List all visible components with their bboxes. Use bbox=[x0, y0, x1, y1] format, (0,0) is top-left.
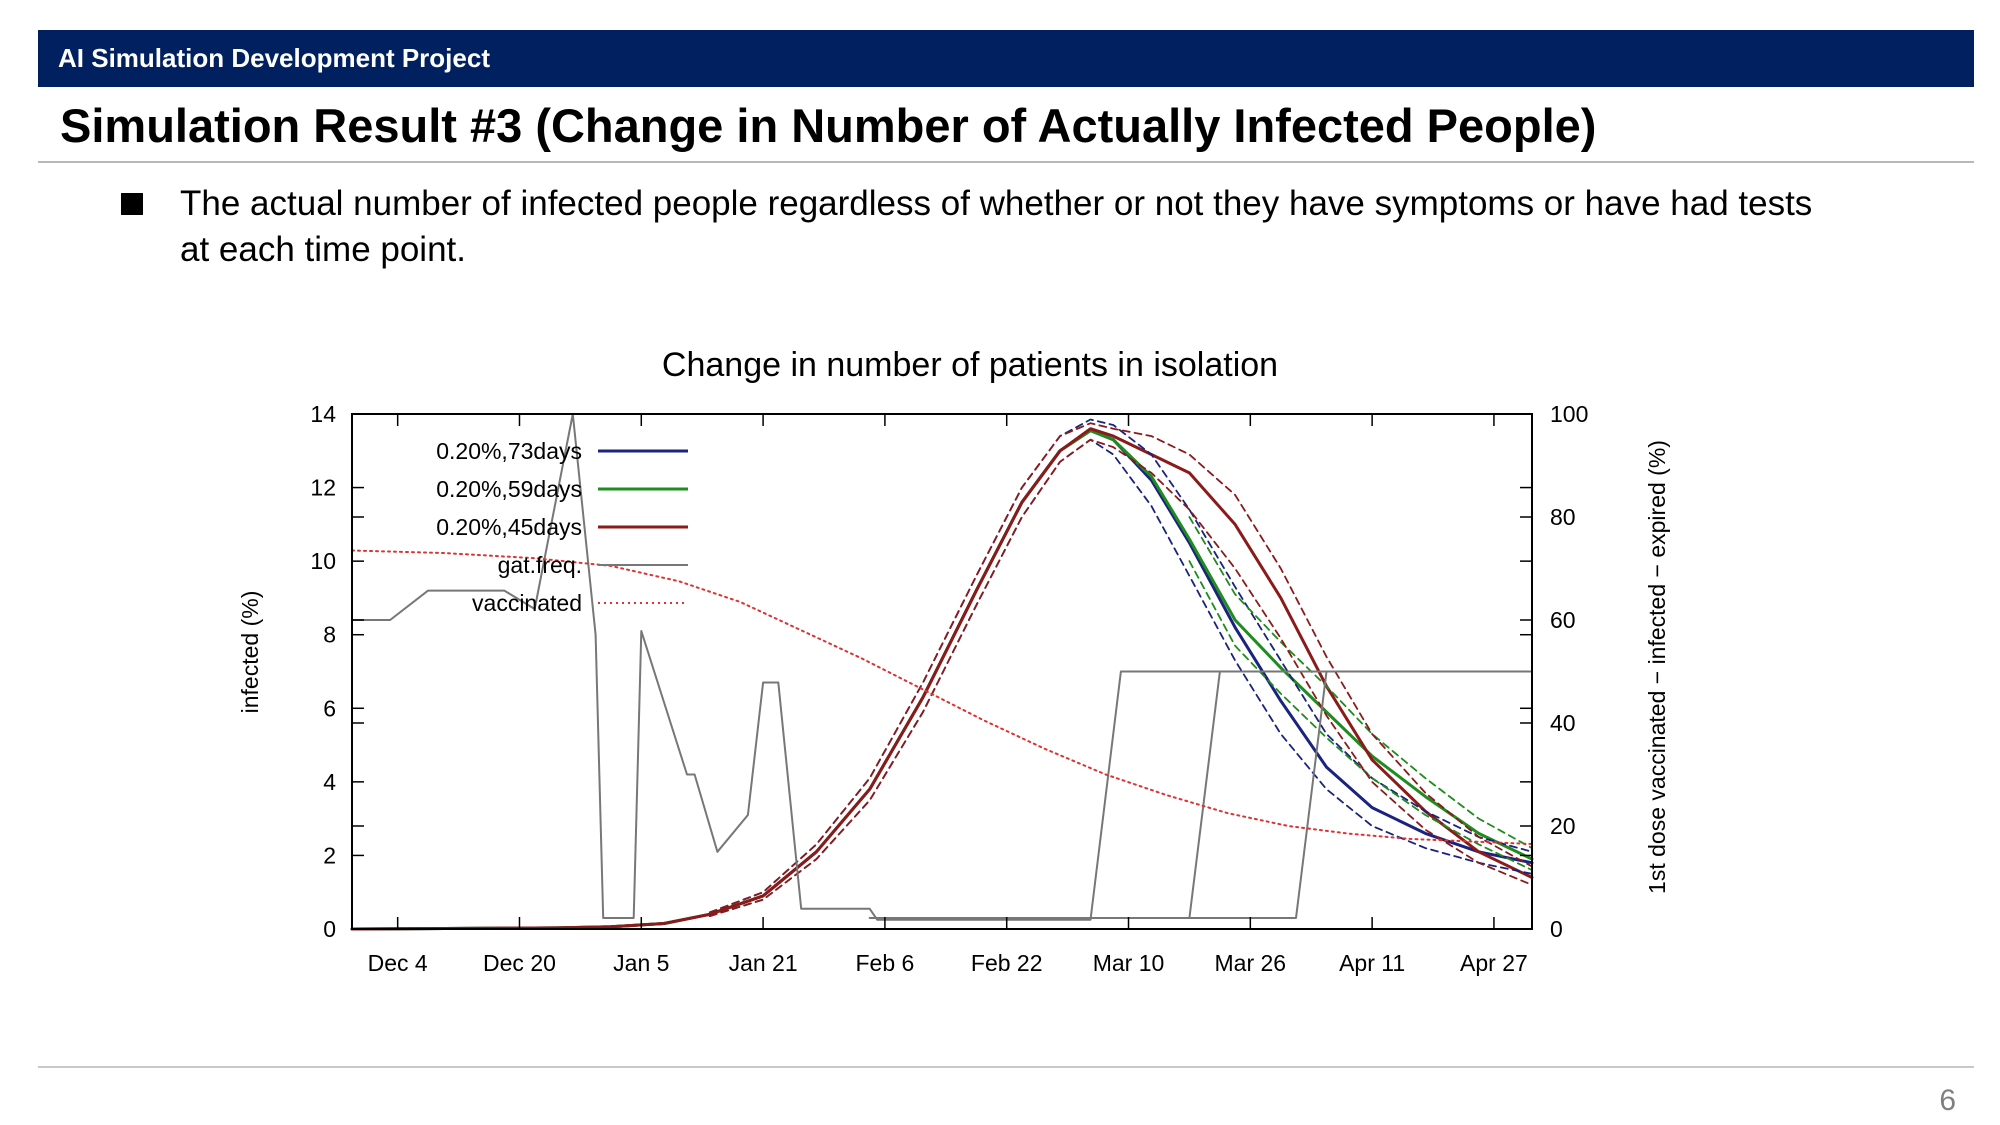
x-tick-label: Feb 6 bbox=[855, 950, 914, 976]
x-tick-label: Jan 5 bbox=[613, 950, 669, 976]
y-tick-label: 2 bbox=[323, 842, 336, 868]
series-line-11 bbox=[1188, 670, 1328, 919]
plot-frame bbox=[351, 413, 1533, 930]
x-tick-label: Apr 27 bbox=[1460, 950, 1528, 976]
header-bar: AI Simulation Development Project bbox=[38, 30, 1974, 87]
legend-label: 0.20%,45days bbox=[436, 514, 582, 540]
series-line-2 bbox=[350, 427, 1534, 931]
legend-label: 0.20%,59days bbox=[436, 476, 582, 502]
project-name: AI Simulation Development Project bbox=[58, 43, 490, 73]
y-tick-label: 6 bbox=[323, 695, 336, 721]
x-tick-label: Mar 26 bbox=[1215, 950, 1287, 976]
x-tick-label: Mar 10 bbox=[1093, 950, 1165, 976]
y2-tick-label: 80 bbox=[1550, 504, 1576, 530]
chart-title: Change in number of patients in isolatio… bbox=[662, 346, 1278, 384]
y-axis-label: infected (%) bbox=[237, 591, 263, 714]
series-line-1 bbox=[350, 429, 1534, 931]
legend-label: 0.20%,73days bbox=[436, 438, 582, 464]
series-line-10 bbox=[868, 670, 1221, 919]
series-line-8 bbox=[708, 438, 1533, 917]
x-tick-label: Dec 20 bbox=[483, 950, 556, 976]
title-divider bbox=[38, 161, 1974, 163]
y2-axis-label: 1st dose vaccinated − infected − expired… bbox=[1644, 440, 1670, 894]
page-number: 6 bbox=[1939, 1084, 1956, 1117]
series-line-7 bbox=[708, 422, 1533, 914]
series-line-0 bbox=[350, 429, 1534, 931]
y-tick-label: 4 bbox=[323, 769, 336, 795]
series-line-9 bbox=[351, 413, 1533, 921]
series-line-3 bbox=[708, 418, 1533, 914]
page-title: Simulation Result #3 (Change in Number o… bbox=[60, 99, 1597, 152]
legend: 0.20%,73days 0.20%,59days 0.20%,45days gat.… bbox=[436, 438, 688, 616]
y-tick-label: 8 bbox=[323, 622, 336, 648]
y-tick-label: 10 bbox=[310, 548, 336, 574]
axes-layer: 0 2 4 6 8 10 12 14 0 20 40 60 80 100 Dec 4 Dec 20 Jan 5 J… bbox=[310, 401, 1588, 976]
footer-divider bbox=[38, 1066, 1974, 1068]
y2-tick-label: 60 bbox=[1550, 607, 1576, 633]
infection-chart: Change in number of patients in isolatio… bbox=[237, 346, 1670, 976]
legend-label: vaccinated bbox=[472, 590, 582, 616]
y-tick-label: 12 bbox=[310, 475, 336, 501]
y2-tick-label: 0 bbox=[1550, 916, 1563, 942]
x-tick-label: Apr 11 bbox=[1339, 950, 1405, 976]
x-tick-label: Dec 4 bbox=[368, 950, 428, 976]
series-line-5 bbox=[1188, 516, 1533, 849]
x-tick-label: Jan 21 bbox=[729, 950, 798, 976]
series-line-4 bbox=[708, 438, 1533, 917]
y-tick-label: 0 bbox=[323, 916, 336, 942]
bullet-text: The actual number of infected people reg… bbox=[180, 184, 1813, 269]
legend-label: gat.freq. bbox=[498, 552, 582, 578]
y2-tick-label: 100 bbox=[1550, 401, 1588, 427]
y2-tick-label: 40 bbox=[1550, 710, 1576, 736]
y2-tick-label: 20 bbox=[1550, 813, 1576, 839]
y-tick-label: 14 bbox=[310, 401, 336, 427]
series-layer bbox=[350, 413, 1534, 931]
series-line-6 bbox=[1188, 560, 1533, 871]
bullet-square-icon bbox=[121, 193, 143, 215]
x-tick-label: Feb 22 bbox=[971, 950, 1043, 976]
